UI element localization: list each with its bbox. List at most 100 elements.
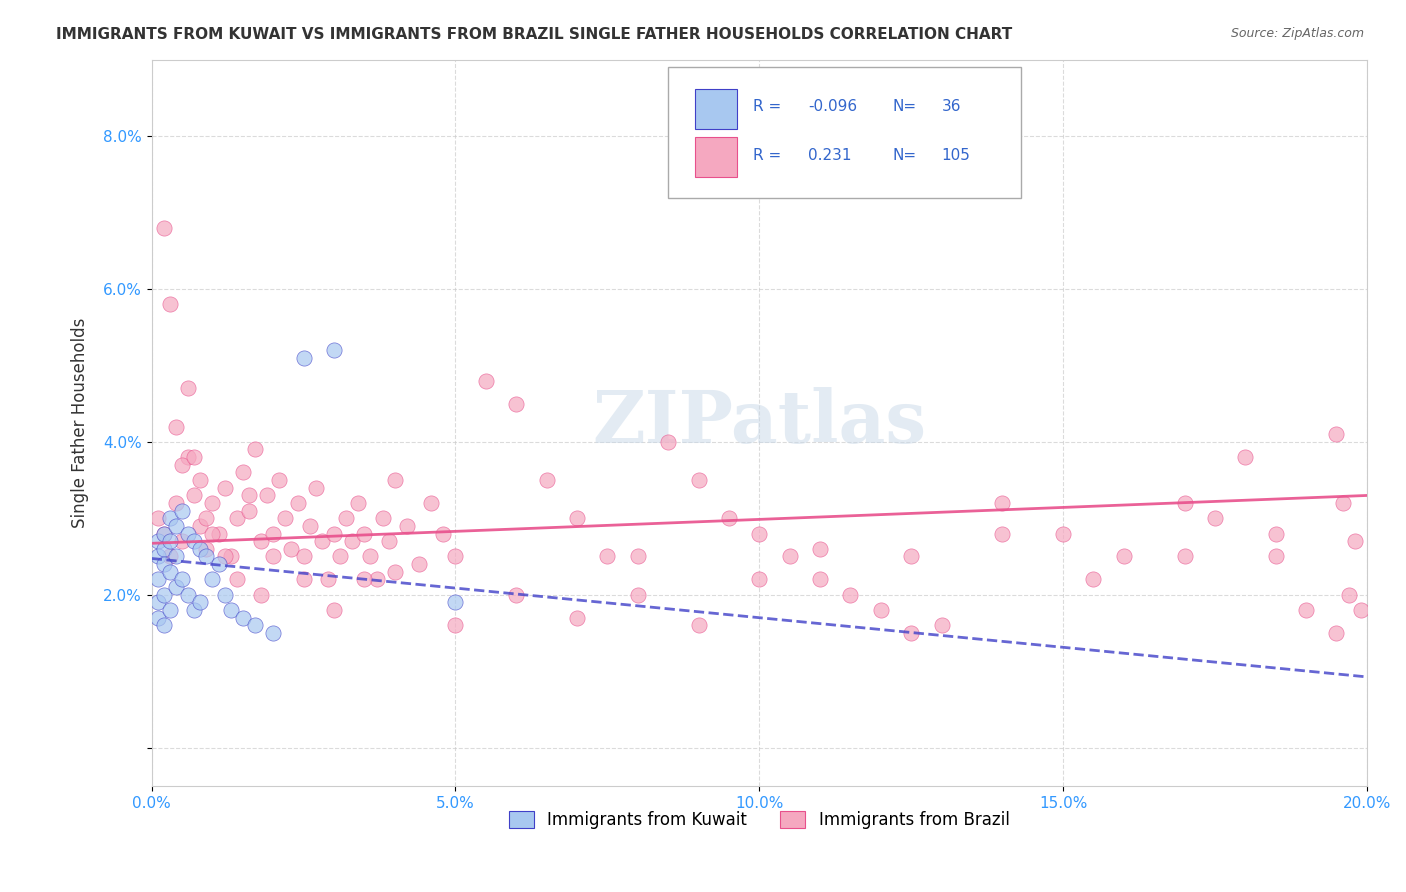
- Point: [165, 419, 187, 434]
- Point: [408, 557, 430, 571]
- Point: [256, 488, 278, 502]
- Point: [214, 588, 236, 602]
- Point: [177, 588, 200, 602]
- Point: [371, 511, 394, 525]
- Point: [688, 618, 710, 632]
- Point: [214, 481, 236, 495]
- Point: [274, 511, 297, 525]
- Point: [262, 526, 284, 541]
- Point: [1204, 511, 1226, 525]
- Point: [292, 549, 315, 564]
- Point: [627, 588, 650, 602]
- Point: [1350, 603, 1372, 617]
- Point: [238, 488, 260, 502]
- Text: ZIPatlas: ZIPatlas: [592, 387, 927, 458]
- Point: [165, 580, 187, 594]
- Point: [1326, 427, 1348, 442]
- Point: [201, 496, 224, 510]
- Point: [238, 503, 260, 517]
- Point: [505, 396, 527, 410]
- Point: [342, 534, 364, 549]
- Y-axis label: Single Father Households: Single Father Households: [72, 318, 89, 528]
- Point: [627, 549, 650, 564]
- Point: [172, 503, 194, 517]
- Point: [165, 496, 187, 510]
- Point: [183, 534, 205, 549]
- Point: [146, 534, 169, 549]
- Point: [146, 595, 169, 609]
- Point: [172, 534, 194, 549]
- Point: [177, 450, 200, 464]
- Point: [153, 541, 176, 556]
- Point: [1173, 549, 1195, 564]
- Point: [420, 496, 443, 510]
- Point: [395, 519, 418, 533]
- Point: [432, 526, 454, 541]
- Point: [808, 573, 831, 587]
- Point: [153, 526, 176, 541]
- Point: [269, 473, 291, 487]
- Point: [991, 496, 1014, 510]
- Point: [146, 511, 169, 525]
- Point: [153, 220, 176, 235]
- Point: [323, 603, 346, 617]
- Point: [839, 588, 862, 602]
- Point: [243, 618, 266, 632]
- Point: [335, 511, 357, 525]
- Point: [183, 488, 205, 502]
- Point: [316, 573, 339, 587]
- Point: [748, 526, 770, 541]
- Point: [153, 588, 176, 602]
- Point: [657, 434, 679, 449]
- Point: [384, 473, 406, 487]
- Point: [165, 549, 187, 564]
- Point: [991, 526, 1014, 541]
- Point: [900, 626, 922, 640]
- Text: R =: R =: [754, 148, 782, 163]
- Point: [165, 519, 187, 533]
- Point: [159, 511, 181, 525]
- Point: [323, 343, 346, 357]
- Point: [1337, 588, 1360, 602]
- Point: [366, 573, 388, 587]
- Legend: Immigrants from Kuwait, Immigrants from Brazil: Immigrants from Kuwait, Immigrants from …: [502, 804, 1017, 836]
- Point: [159, 297, 181, 311]
- Text: 36: 36: [942, 99, 962, 114]
- Point: [153, 557, 176, 571]
- Point: [219, 549, 242, 564]
- Point: [225, 511, 247, 525]
- Point: [377, 534, 399, 549]
- Point: [1052, 526, 1074, 541]
- Point: [505, 588, 527, 602]
- Point: [207, 557, 229, 571]
- Point: [262, 549, 284, 564]
- Text: R =: R =: [754, 99, 782, 114]
- Point: [323, 526, 346, 541]
- Point: [688, 473, 710, 487]
- Text: N=: N=: [893, 99, 917, 114]
- Point: [177, 526, 200, 541]
- Point: [280, 541, 302, 556]
- Point: [201, 573, 224, 587]
- Point: [214, 549, 236, 564]
- Point: [1112, 549, 1135, 564]
- Point: [311, 534, 333, 549]
- Point: [444, 618, 467, 632]
- Point: [565, 610, 588, 624]
- Point: [869, 603, 891, 617]
- Point: [153, 526, 176, 541]
- Point: [159, 603, 181, 617]
- Point: [717, 511, 740, 525]
- Point: [1264, 526, 1286, 541]
- Point: [159, 565, 181, 579]
- Point: [779, 549, 801, 564]
- Point: [201, 526, 224, 541]
- Point: [146, 573, 169, 587]
- Point: [748, 573, 770, 587]
- Point: [250, 588, 273, 602]
- Point: [1295, 603, 1317, 617]
- Point: [1264, 549, 1286, 564]
- Point: [159, 534, 181, 549]
- Point: [444, 549, 467, 564]
- Point: [188, 541, 211, 556]
